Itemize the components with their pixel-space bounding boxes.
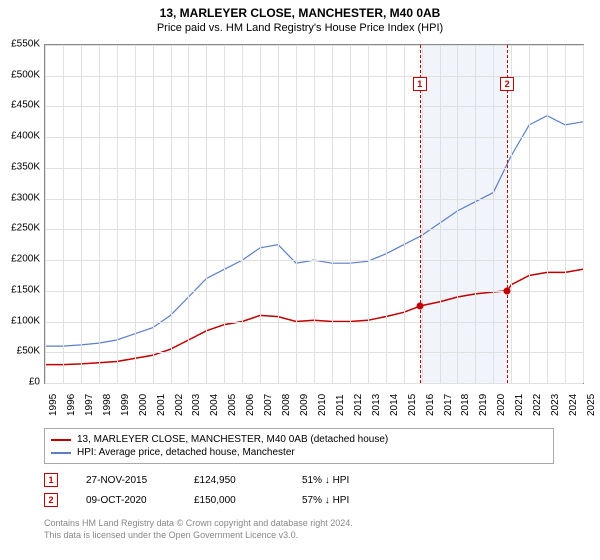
- x-axis-label: 2011: [335, 394, 346, 416]
- x-axis-label: 2009: [299, 394, 310, 416]
- x-axis-label: 2004: [209, 394, 220, 416]
- plot-area: 12: [44, 44, 584, 384]
- legend: 13, MARLEYER CLOSE, MANCHESTER, M40 0AB …: [44, 428, 554, 464]
- sales-table: 1 27-NOV-2015 £124,950 51% ↓ HPI 2 09-OC…: [44, 470, 349, 510]
- sale-date: 27-NOV-2015: [86, 475, 166, 486]
- footer-line: This data is licensed under the Open Gov…: [44, 530, 353, 542]
- sale-marker: 2: [44, 493, 58, 507]
- vline-marker: 1: [413, 77, 427, 91]
- y-axis-label: £250K: [4, 223, 40, 234]
- x-axis-label: 2021: [514, 394, 525, 416]
- x-axis-label: 2024: [568, 394, 579, 416]
- x-axis-label: 2000: [138, 394, 149, 416]
- footer-line: Contains HM Land Registry data © Crown c…: [44, 518, 353, 530]
- x-axis-label: 1998: [102, 394, 113, 416]
- x-axis-label: 1997: [84, 394, 95, 416]
- x-axis-label: 2007: [263, 394, 274, 416]
- sale-date: 09-OCT-2020: [86, 495, 166, 506]
- y-axis-label: £350K: [4, 161, 40, 172]
- x-axis-label: 2003: [191, 394, 202, 416]
- y-axis-label: £400K: [4, 131, 40, 142]
- legend-swatch: [51, 439, 71, 441]
- chart-subtitle: Price paid vs. HM Land Registry's House …: [0, 20, 600, 38]
- sale-price: £124,950: [194, 475, 274, 486]
- x-axis-label: 2023: [550, 394, 561, 416]
- x-axis-label: 1999: [120, 394, 131, 416]
- x-axis-label: 2022: [532, 394, 543, 416]
- x-axis-label: 2015: [407, 394, 418, 416]
- y-axis-label: £550K: [4, 39, 40, 50]
- x-axis-label: 2010: [317, 394, 328, 416]
- y-axis-label: £300K: [4, 192, 40, 203]
- y-axis-label: £100K: [4, 315, 40, 326]
- sale-price: £150,000: [194, 495, 274, 506]
- x-axis-label: 2008: [281, 394, 292, 416]
- x-axis-label: 2001: [156, 394, 167, 416]
- sale-pct: 51% ↓ HPI: [302, 475, 349, 486]
- x-axis-label: 2006: [245, 394, 256, 416]
- y-axis-label: £0: [4, 377, 40, 388]
- x-axis-label: 1996: [66, 394, 77, 416]
- legend-item: 13, MARLEYER CLOSE, MANCHESTER, M40 0AB …: [51, 433, 547, 446]
- y-axis-label: £150K: [4, 284, 40, 295]
- x-axis-label: 2020: [496, 394, 507, 416]
- y-axis-label: £50K: [4, 346, 40, 357]
- sale-pct: 57% ↓ HPI: [302, 495, 349, 506]
- chart-title: 13, MARLEYER CLOSE, MANCHESTER, M40 0AB: [0, 0, 600, 20]
- x-axis-label: 2005: [227, 394, 238, 416]
- legend-item: HPI: Average price, detached house, Manc…: [51, 446, 547, 459]
- x-axis-label: 1995: [48, 394, 59, 416]
- legend-swatch: [51, 452, 71, 454]
- footer: Contains HM Land Registry data © Crown c…: [44, 518, 353, 541]
- x-axis-label: 2017: [443, 394, 454, 416]
- vline-marker: 2: [500, 77, 514, 91]
- legend-label: 13, MARLEYER CLOSE, MANCHESTER, M40 0AB …: [77, 434, 388, 445]
- x-axis-label: 2012: [353, 394, 364, 416]
- sale-row: 1 27-NOV-2015 £124,950 51% ↓ HPI: [44, 470, 349, 490]
- sale-marker: 1: [44, 473, 58, 487]
- x-axis-label: 2019: [478, 394, 489, 416]
- y-axis-label: £500K: [4, 69, 40, 80]
- y-axis-label: £450K: [4, 100, 40, 111]
- x-axis-label: 2014: [389, 394, 400, 416]
- x-axis-label: 2002: [174, 394, 185, 416]
- sale-row: 2 09-OCT-2020 £150,000 57% ↓ HPI: [44, 490, 349, 510]
- x-axis-label: 2013: [371, 394, 382, 416]
- legend-label: HPI: Average price, detached house, Manc…: [77, 447, 295, 458]
- x-axis-label: 2016: [425, 394, 436, 416]
- x-axis-label: 2025: [586, 394, 597, 416]
- y-axis-label: £200K: [4, 254, 40, 265]
- x-axis-label: 2018: [460, 394, 471, 416]
- chart-container: 13, MARLEYER CLOSE, MANCHESTER, M40 0AB …: [0, 0, 600, 560]
